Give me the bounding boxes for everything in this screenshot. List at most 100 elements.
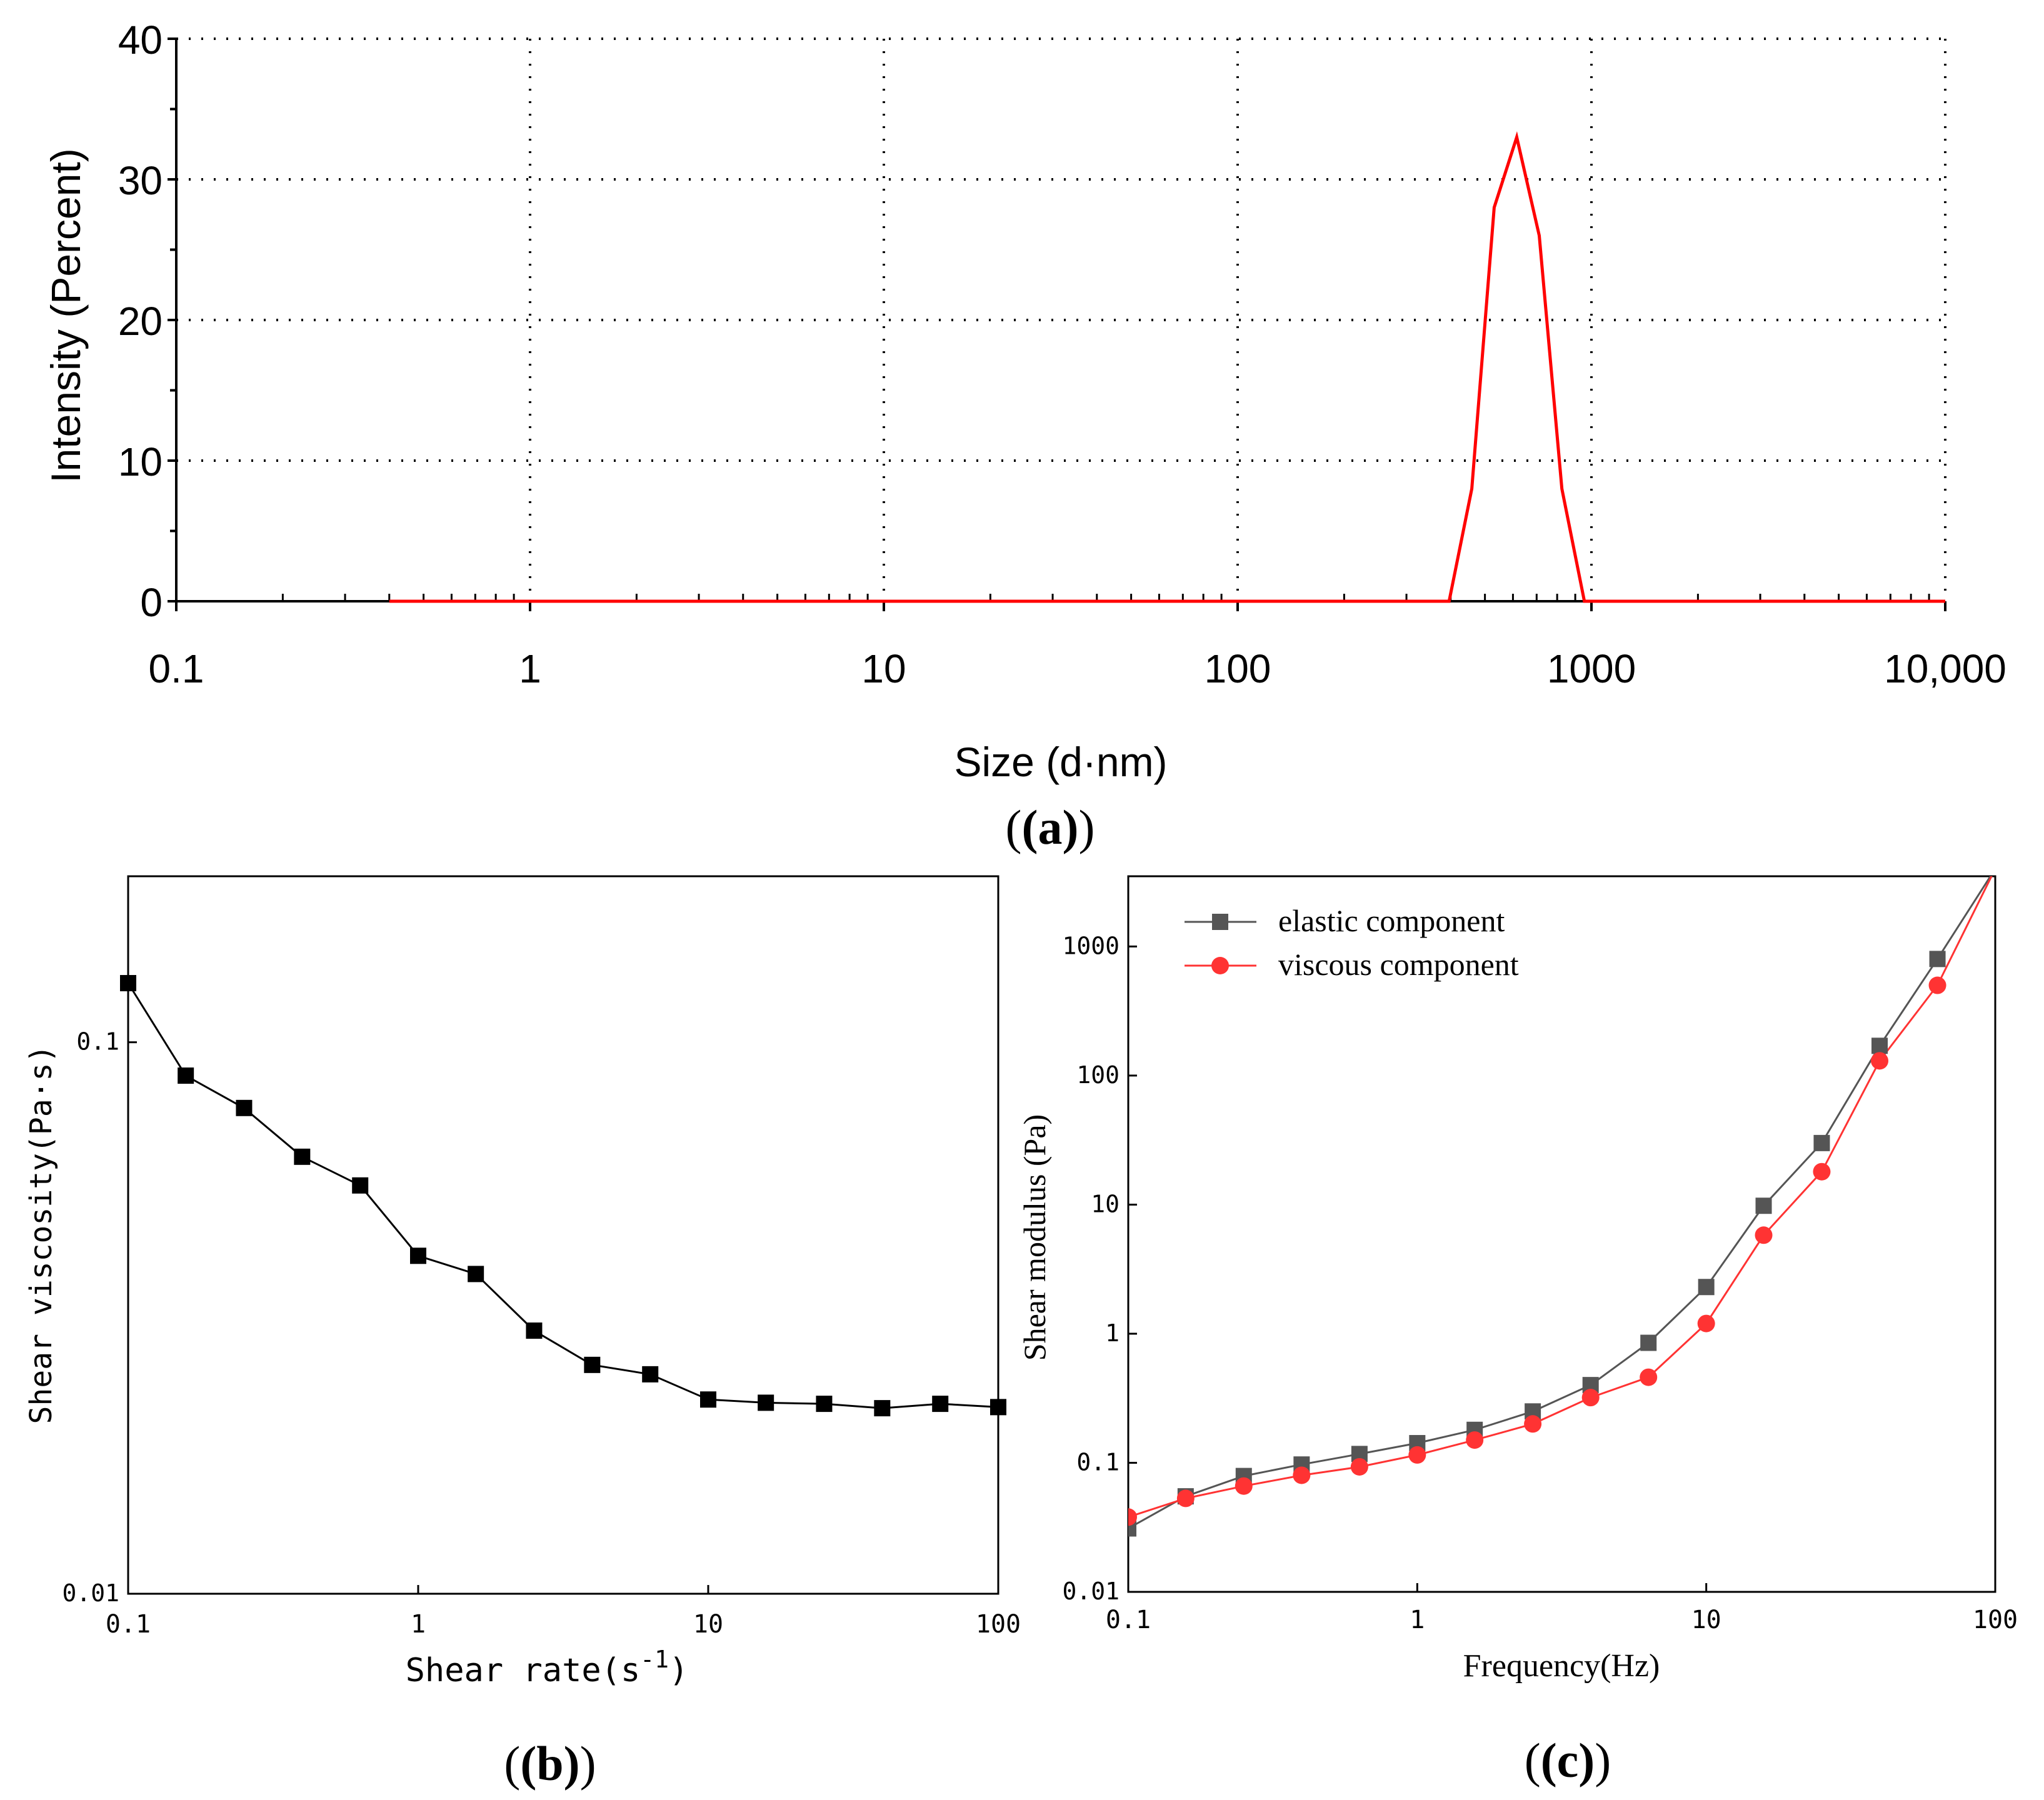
a-xtick-label: 10 <box>861 646 906 691</box>
chart-b: 0.1 1 10 100 0.01 0.1 Shear rate(s-1) Shear … <box>24 875 1021 1791</box>
c-x-tick-labels: 0.1 1 10 100 <box>1106 1606 2018 1634</box>
c-ytick-label: 0.01 <box>1062 1578 1120 1605</box>
b-data-point <box>236 1099 253 1116</box>
c-viscous-point <box>1640 1368 1658 1386</box>
b-y-axis-title: Shear viscosity(Pa·s) <box>24 1045 59 1424</box>
c-xtick-label: 100 <box>1973 1606 2018 1634</box>
c-viscous-point <box>1176 1489 1195 1508</box>
b-data-point <box>410 1248 426 1264</box>
c-viscous-point <box>1697 1314 1715 1332</box>
a-xtick-label: 100 <box>1205 646 1271 691</box>
panel-label-b: ((b)) <box>504 1736 596 1791</box>
c-xtick-label: 10 <box>1691 1606 1721 1634</box>
a-axis-ticks <box>168 38 1946 611</box>
b-data-point <box>468 1266 484 1282</box>
c-viscous-point <box>1466 1431 1484 1449</box>
c-elastic-point <box>1640 1334 1657 1351</box>
c-series-line-1 <box>1128 876 1993 1518</box>
a-xtick-label: 1000 <box>1547 646 1636 691</box>
b-series-line <box>127 982 999 1409</box>
legend-label-elastic: elastic component <box>1278 903 1505 938</box>
a-xtick-label: 1 <box>519 646 541 691</box>
b-xtick-label: 1 <box>411 1610 426 1639</box>
b-data-point <box>932 1396 949 1412</box>
legend-marker-elastic <box>1212 914 1228 930</box>
legend-label-viscous: viscous component <box>1278 947 1519 982</box>
b-data-point <box>178 1067 194 1084</box>
c-ytick-label: 0.1 <box>1076 1448 1120 1476</box>
b-x-axis-title: Shear rate(s-1) <box>406 1646 689 1689</box>
b-data-point <box>584 1356 601 1373</box>
a-y-axis-title: Intensity (Percent) <box>43 148 89 483</box>
c-y-axis-title: Shear modulus (Pa) <box>1017 1114 1052 1361</box>
a-ytick-label: 0 <box>140 580 163 625</box>
c-xtick-label: 1 <box>1410 1606 1425 1634</box>
b-xtick-label: 0.1 <box>106 1610 151 1639</box>
c-viscous-point <box>1293 1466 1311 1484</box>
c-viscous-point <box>1813 1162 1831 1181</box>
c-viscous-point <box>1350 1458 1368 1476</box>
a-series-line <box>389 131 1945 603</box>
b-data-point <box>758 1394 774 1411</box>
a-xtick-label: 0.1 <box>149 646 204 691</box>
b-xtick-label: 10 <box>693 1610 723 1639</box>
b-y-tick-labels: 0.01 0.1 <box>62 1028 119 1607</box>
c-viscous-point <box>1581 1389 1600 1407</box>
b-x-tick-labels: 0.1 1 10 100 <box>106 1610 1021 1639</box>
c-y-tick-labels: 0.01 0.1 1 10 100 1000 <box>1062 932 1120 1605</box>
c-axis-ticks <box>1127 945 1996 1593</box>
c-xtick-label: 0.1 <box>1106 1606 1151 1634</box>
a-y-tick-labels: 0 10 20 30 40 <box>118 18 163 625</box>
c-ytick-label: 1 <box>1105 1319 1120 1347</box>
c-viscous-point <box>1871 1052 1889 1070</box>
c-series-line-0 <box>1128 876 1992 1529</box>
c-viscous-point <box>1128 1508 1137 1526</box>
c-elastic-point <box>1929 951 1946 968</box>
c-legend: elastic component viscous component <box>1185 903 1519 982</box>
c-viscous-point <box>1235 1477 1253 1495</box>
c-ytick-label: 10 <box>1091 1190 1120 1218</box>
b-plot-frame <box>127 875 999 1595</box>
a-xtick-label: 10,000 <box>1884 646 2006 691</box>
b-series <box>120 975 1006 1417</box>
b-ytick-label: 0.01 <box>62 1579 119 1607</box>
a-gridlines <box>176 38 1946 601</box>
legend-marker-viscous <box>1211 957 1229 974</box>
b-data-point <box>294 1148 311 1165</box>
b-data-point <box>526 1322 543 1339</box>
c-viscous-point <box>1524 1415 1542 1433</box>
b-data-point <box>352 1177 369 1194</box>
b-data-point <box>874 1400 891 1417</box>
c-viscous-point <box>1755 1226 1773 1244</box>
c-elastic-point <box>1871 1038 1888 1054</box>
b-data-point <box>642 1366 659 1382</box>
b-ytick-label: 0.1 <box>76 1028 119 1056</box>
b-data-point <box>990 1399 1006 1416</box>
a-ytick-label: 10 <box>118 439 163 484</box>
a-series <box>389 131 1945 603</box>
panel-label-a: ((a)) <box>1006 800 1095 854</box>
c-x-axis-title: Frequency(Hz) <box>1463 1648 1660 1684</box>
c-ytick-label: 100 <box>1076 1061 1120 1089</box>
c-elastic-point <box>1698 1279 1715 1296</box>
a-x-axis-title: Size (d·nm) <box>954 739 1167 785</box>
b-data-point <box>120 975 136 992</box>
panel-label-c: ((c)) <box>1525 1733 1611 1788</box>
b-data-point <box>700 1391 716 1408</box>
chart-a: 0.1 1 10 100 1000 10,000 0 10 20 30 40 Size (d·nm… <box>43 18 2006 854</box>
c-viscous-point <box>1928 976 1946 994</box>
c-plot-frame <box>1127 875 1996 1593</box>
a-ytick-label: 20 <box>118 299 163 344</box>
c-elastic-point <box>1813 1134 1830 1151</box>
c-elastic-point <box>1755 1198 1772 1214</box>
b-data-point <box>816 1396 833 1412</box>
b-xtick-label: 100 <box>976 1610 1021 1639</box>
c-ytick-label: 1000 <box>1062 932 1120 959</box>
a-ytick-label: 30 <box>118 158 163 203</box>
c-series <box>1128 876 1993 1537</box>
b-axis-ticks <box>127 1041 999 1595</box>
a-ytick-label: 40 <box>118 18 163 62</box>
c-viscous-point <box>1408 1446 1426 1464</box>
